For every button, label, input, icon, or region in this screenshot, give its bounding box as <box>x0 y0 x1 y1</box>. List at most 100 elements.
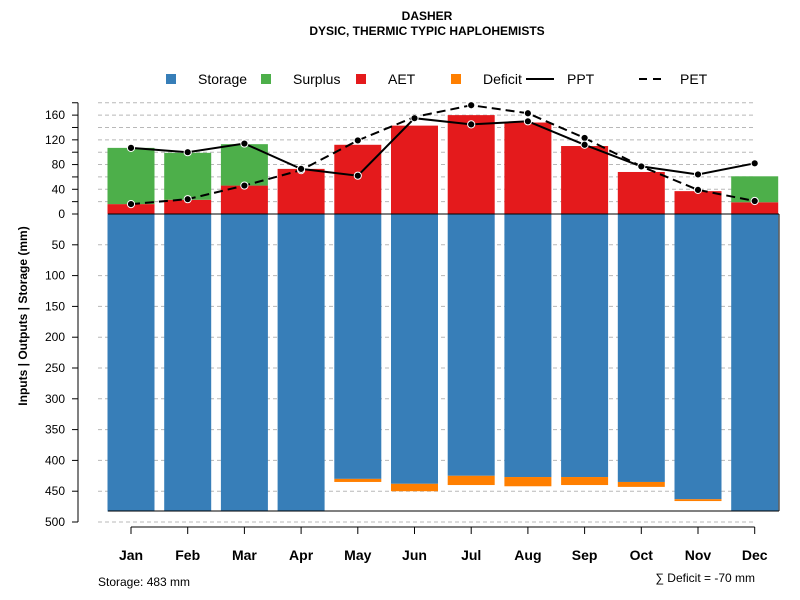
line-ppt <box>130 117 755 177</box>
bar-deficit-oct <box>617 481 665 487</box>
point-pet-sep <box>580 133 589 143</box>
y-lower-250-label: 250 <box>45 361 65 375</box>
bar-storage-feb <box>164 214 212 512</box>
bar-aet-oct <box>617 171 665 214</box>
bar-storage-sep <box>561 214 609 478</box>
bar-aet-nov <box>674 191 722 214</box>
y-lower-350-label: 350 <box>45 423 65 437</box>
legend-label-storage: Storage <box>198 71 247 87</box>
legend-label-ppt: PPT <box>567 71 595 87</box>
y-lower-450-label: 450 <box>45 484 65 498</box>
legend-label-pet: PET <box>680 71 708 87</box>
bar-aet-sep <box>561 146 609 214</box>
x-label-dec: Dec <box>742 547 768 563</box>
bar-aet-aug <box>504 122 552 214</box>
bar-aet-dec <box>731 202 779 214</box>
y-lower-500-label: 500 <box>45 515 65 529</box>
chart-title: DASHER <box>402 9 453 23</box>
point-ppt-sep <box>580 140 589 149</box>
legend-swatch-aet <box>356 74 366 84</box>
bar-aet-feb <box>164 199 212 214</box>
y-upper-40-label: 40 <box>52 182 66 196</box>
x-label-mar: Mar <box>232 547 257 563</box>
bar-aet-jun <box>391 125 438 214</box>
axes-layer: 0 40 80 120 160 50 100 150 200 250 300 350 400 450 500… <box>45 102 780 563</box>
y-upper-80-label: 80 <box>52 158 66 172</box>
bar-storage-aug <box>504 214 552 478</box>
point-ppt-apr <box>297 164 306 173</box>
bar-storage-jun <box>391 214 438 484</box>
x-label-jul: Jul <box>461 547 481 563</box>
bar-storage-mar <box>220 214 268 512</box>
bar-storage-may <box>334 214 382 479</box>
x-label-apr: Apr <box>289 547 314 563</box>
bar-storage-apr <box>277 214 325 512</box>
y-axis-label: Inputs | Outputs | Storage (mm) <box>16 226 30 405</box>
legend-swatch-deficit <box>451 74 461 84</box>
x-label-may: May <box>344 547 371 563</box>
x-label-sep: Sep <box>572 547 598 563</box>
y-upper-0-label: 0 <box>58 207 65 221</box>
x-label-aug: Aug <box>514 547 541 563</box>
bar-storage-oct <box>617 214 665 482</box>
x-label-nov: Nov <box>685 547 712 563</box>
point-pet-nov <box>693 185 703 194</box>
bar-aet-jul <box>447 115 495 214</box>
x-label-jan: Jan <box>119 547 143 563</box>
y-lower-400-label: 400 <box>45 453 65 467</box>
legend-swatch-storage <box>166 74 176 84</box>
y-upper-120-label: 120 <box>45 133 65 147</box>
point-pet-jul <box>467 101 476 110</box>
bar-surplus-jan <box>107 147 155 205</box>
x-label-jun: Jun <box>402 547 427 563</box>
point-ppt-oct <box>637 162 646 171</box>
point-ppt-feb <box>183 148 192 157</box>
bars-layer <box>107 115 779 512</box>
point-ppt-jun <box>410 114 419 123</box>
point-pet-may <box>353 136 362 145</box>
bar-aet-jan <box>107 204 155 214</box>
y-lower-50-label: 50 <box>52 238 66 252</box>
point-ppt-jan <box>126 143 136 152</box>
point-ppt-jul <box>467 120 476 129</box>
point-ppt-aug <box>523 117 533 126</box>
point-pet-jan <box>126 200 136 209</box>
point-pet-aug <box>523 109 533 118</box>
point-ppt-nov <box>693 170 703 179</box>
point-ppt-may <box>353 171 362 180</box>
bar-deficit-sep <box>561 477 609 486</box>
legend-label-deficit: Deficit <box>483 71 522 87</box>
bar-deficit-jun <box>391 483 438 492</box>
y-lower-100-label: 100 <box>45 269 65 283</box>
bar-storage-jul <box>447 214 495 476</box>
bar-deficit-aug <box>504 477 552 487</box>
chart-legend: Storage Surplus AET Deficit PPT PET <box>166 71 708 87</box>
y-lower-150-label: 150 <box>45 299 65 313</box>
chart-subtitle: DYSIC, THERMIC TYPIC HAPLOHEMISTS <box>309 24 544 38</box>
bar-aet-apr <box>277 168 325 214</box>
bar-surplus-feb <box>164 152 212 200</box>
legend-swatch-surplus <box>261 74 271 84</box>
legend-label-aet: AET <box>388 71 416 87</box>
y-lower-200-label: 200 <box>45 330 65 344</box>
point-pet-dec <box>750 196 759 206</box>
y-upper-160-label: 160 <box>45 108 65 122</box>
lines-layer <box>126 101 759 209</box>
line-pet <box>130 104 755 206</box>
point-ppt-dec <box>750 159 759 168</box>
legend-label-surplus: Surplus <box>293 71 340 87</box>
bar-deficit-may <box>334 478 382 482</box>
bar-storage-dec <box>731 214 779 512</box>
footer-deficit-note: ∑ Deficit = -70 mm <box>655 571 755 585</box>
bar-storage-nov <box>674 214 722 500</box>
bar-deficit-nov <box>674 499 722 502</box>
point-pet-mar <box>240 181 249 190</box>
point-pet-feb <box>183 195 192 204</box>
y-lower-300-label: 300 <box>45 392 65 406</box>
bar-deficit-jul <box>447 475 495 486</box>
x-label-feb: Feb <box>175 547 200 563</box>
bar-storage-jan <box>107 214 155 512</box>
point-ppt-mar <box>240 139 249 148</box>
x-label-oct: Oct <box>630 547 654 563</box>
